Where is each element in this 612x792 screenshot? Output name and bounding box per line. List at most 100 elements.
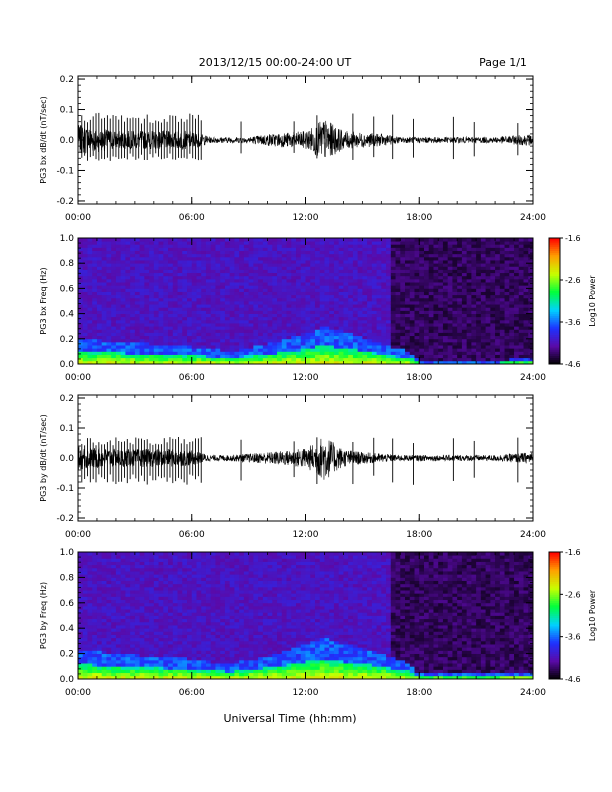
spectrogram-cell — [438, 354, 444, 359]
spectrogram-cell — [134, 574, 141, 578]
spectrogram-cell — [144, 247, 150, 251]
spectrogram-cell — [106, 580, 112, 585]
spectrogram-cell — [87, 297, 93, 302]
spectrogram-cell — [504, 285, 510, 289]
spectrogram-cell — [87, 564, 93, 569]
spectrogram-cell — [187, 338, 193, 343]
spectrogram-cell — [115, 564, 122, 569]
spectrogram-cell — [177, 269, 183, 274]
spectrogram-cell — [125, 599, 131, 604]
spectrogram-cell — [215, 291, 221, 296]
spectrogram-cell — [111, 307, 117, 311]
spectrogram-cell — [438, 310, 444, 314]
spectrogram-cell — [395, 250, 401, 255]
spectrogram-cell — [82, 675, 88, 680]
spectrogram-cell — [438, 238, 444, 242]
spectrogram-cell — [139, 278, 145, 283]
spectrogram-cell — [82, 282, 88, 286]
spectrogram-cell — [386, 247, 392, 251]
spectrogram-cell — [499, 244, 505, 248]
spectrogram-cell — [96, 564, 103, 569]
spectrogram-cell — [291, 247, 297, 251]
spectrogram-cell — [376, 244, 382, 248]
spectrogram-cell — [438, 269, 444, 274]
spectrogram-cell — [177, 319, 183, 324]
spectrogram-cell — [286, 269, 292, 274]
spectrogram-cell — [447, 256, 453, 261]
spectrogram-cell — [134, 278, 141, 283]
spectrogram-cell — [258, 266, 264, 270]
spectrogram-cell — [144, 628, 150, 632]
spectrogram-cell — [101, 291, 107, 296]
spectrogram-cell — [428, 247, 434, 251]
spectrogram-cell — [485, 297, 491, 302]
spectrogram-cell — [115, 593, 122, 597]
spectrogram-cell — [514, 266, 520, 270]
spectrogram-cell — [234, 351, 240, 355]
spectrogram-cell — [172, 282, 178, 286]
spectrogram-cell — [286, 275, 292, 280]
spectrogram-cell — [433, 345, 439, 349]
spectrogram-cell — [205, 341, 212, 346]
spectrogram-cell — [115, 241, 122, 245]
spectrogram-cell — [329, 269, 335, 274]
spectrogram-cell — [92, 656, 98, 661]
spectrogram-cell — [409, 297, 415, 302]
spectrogram-cell — [215, 297, 221, 302]
spectrogram-cell — [461, 275, 468, 280]
spectrogram-cell — [153, 275, 159, 280]
spectrogram-cell — [428, 335, 434, 340]
spectrogram-cell — [182, 301, 188, 305]
spectrogram-cell — [125, 341, 131, 346]
spectrogram-cell — [452, 250, 458, 255]
spectrogram-cell — [509, 329, 515, 333]
spectrogram-cell — [419, 354, 425, 359]
spectrogram-cell — [172, 345, 178, 349]
spectrogram-cell — [371, 326, 377, 330]
spectrogram-cell — [172, 272, 178, 277]
spectrogram-cell — [367, 313, 373, 318]
spectrogram-cell — [357, 348, 363, 352]
spectrogram-cell — [480, 256, 486, 261]
spectrogram-cell — [229, 288, 235, 292]
spectrogram-cell — [386, 260, 392, 264]
spectrogram-cell — [201, 351, 207, 355]
spectrogram-cell — [96, 621, 103, 626]
spectrogram-cell — [371, 360, 377, 365]
spectrogram-cell — [480, 285, 486, 289]
spectrogram-cell — [523, 238, 529, 242]
spectrogram-cell — [357, 335, 363, 340]
spectrogram-cell — [390, 332, 396, 337]
spectrogram-cell — [125, 590, 131, 594]
spectrogram-cell — [153, 241, 159, 245]
spectrogram-cell — [120, 586, 126, 591]
spectrogram-cell — [106, 577, 112, 581]
spectrogram-cell — [196, 250, 202, 255]
spectrogram-cell — [476, 282, 482, 286]
spectrogram-cell — [87, 332, 93, 337]
spectrogram-cell — [452, 260, 458, 264]
spectrogram-cell — [471, 348, 477, 352]
spectrogram-cell — [177, 241, 183, 245]
spectrogram-cell — [92, 260, 98, 264]
spectrogram-cell — [277, 278, 283, 283]
spectrogram-cell — [96, 244, 103, 248]
spectrogram-cell — [409, 260, 415, 264]
spectrogram-cell — [111, 348, 117, 352]
spectrogram-cell — [220, 357, 226, 362]
spectrogram-cell — [96, 558, 103, 562]
spectrogram-cell — [139, 260, 145, 264]
spectrogram-cell — [333, 256, 340, 261]
spectrogram-cell — [504, 297, 510, 302]
spectrogram-cell — [452, 297, 458, 302]
spectrogram-cell — [92, 615, 98, 620]
spectrogram-cell — [485, 291, 491, 296]
spectrogram-cell — [158, 269, 164, 274]
spectrogram-cell — [182, 272, 188, 277]
spectrogram-cell — [457, 291, 463, 296]
spectrogram-cell — [504, 307, 510, 311]
spectrogram-cell — [395, 341, 401, 346]
spectrogram-cell — [87, 244, 93, 248]
spectrogram-cell — [134, 605, 141, 610]
spectrogram-cell — [239, 247, 245, 251]
